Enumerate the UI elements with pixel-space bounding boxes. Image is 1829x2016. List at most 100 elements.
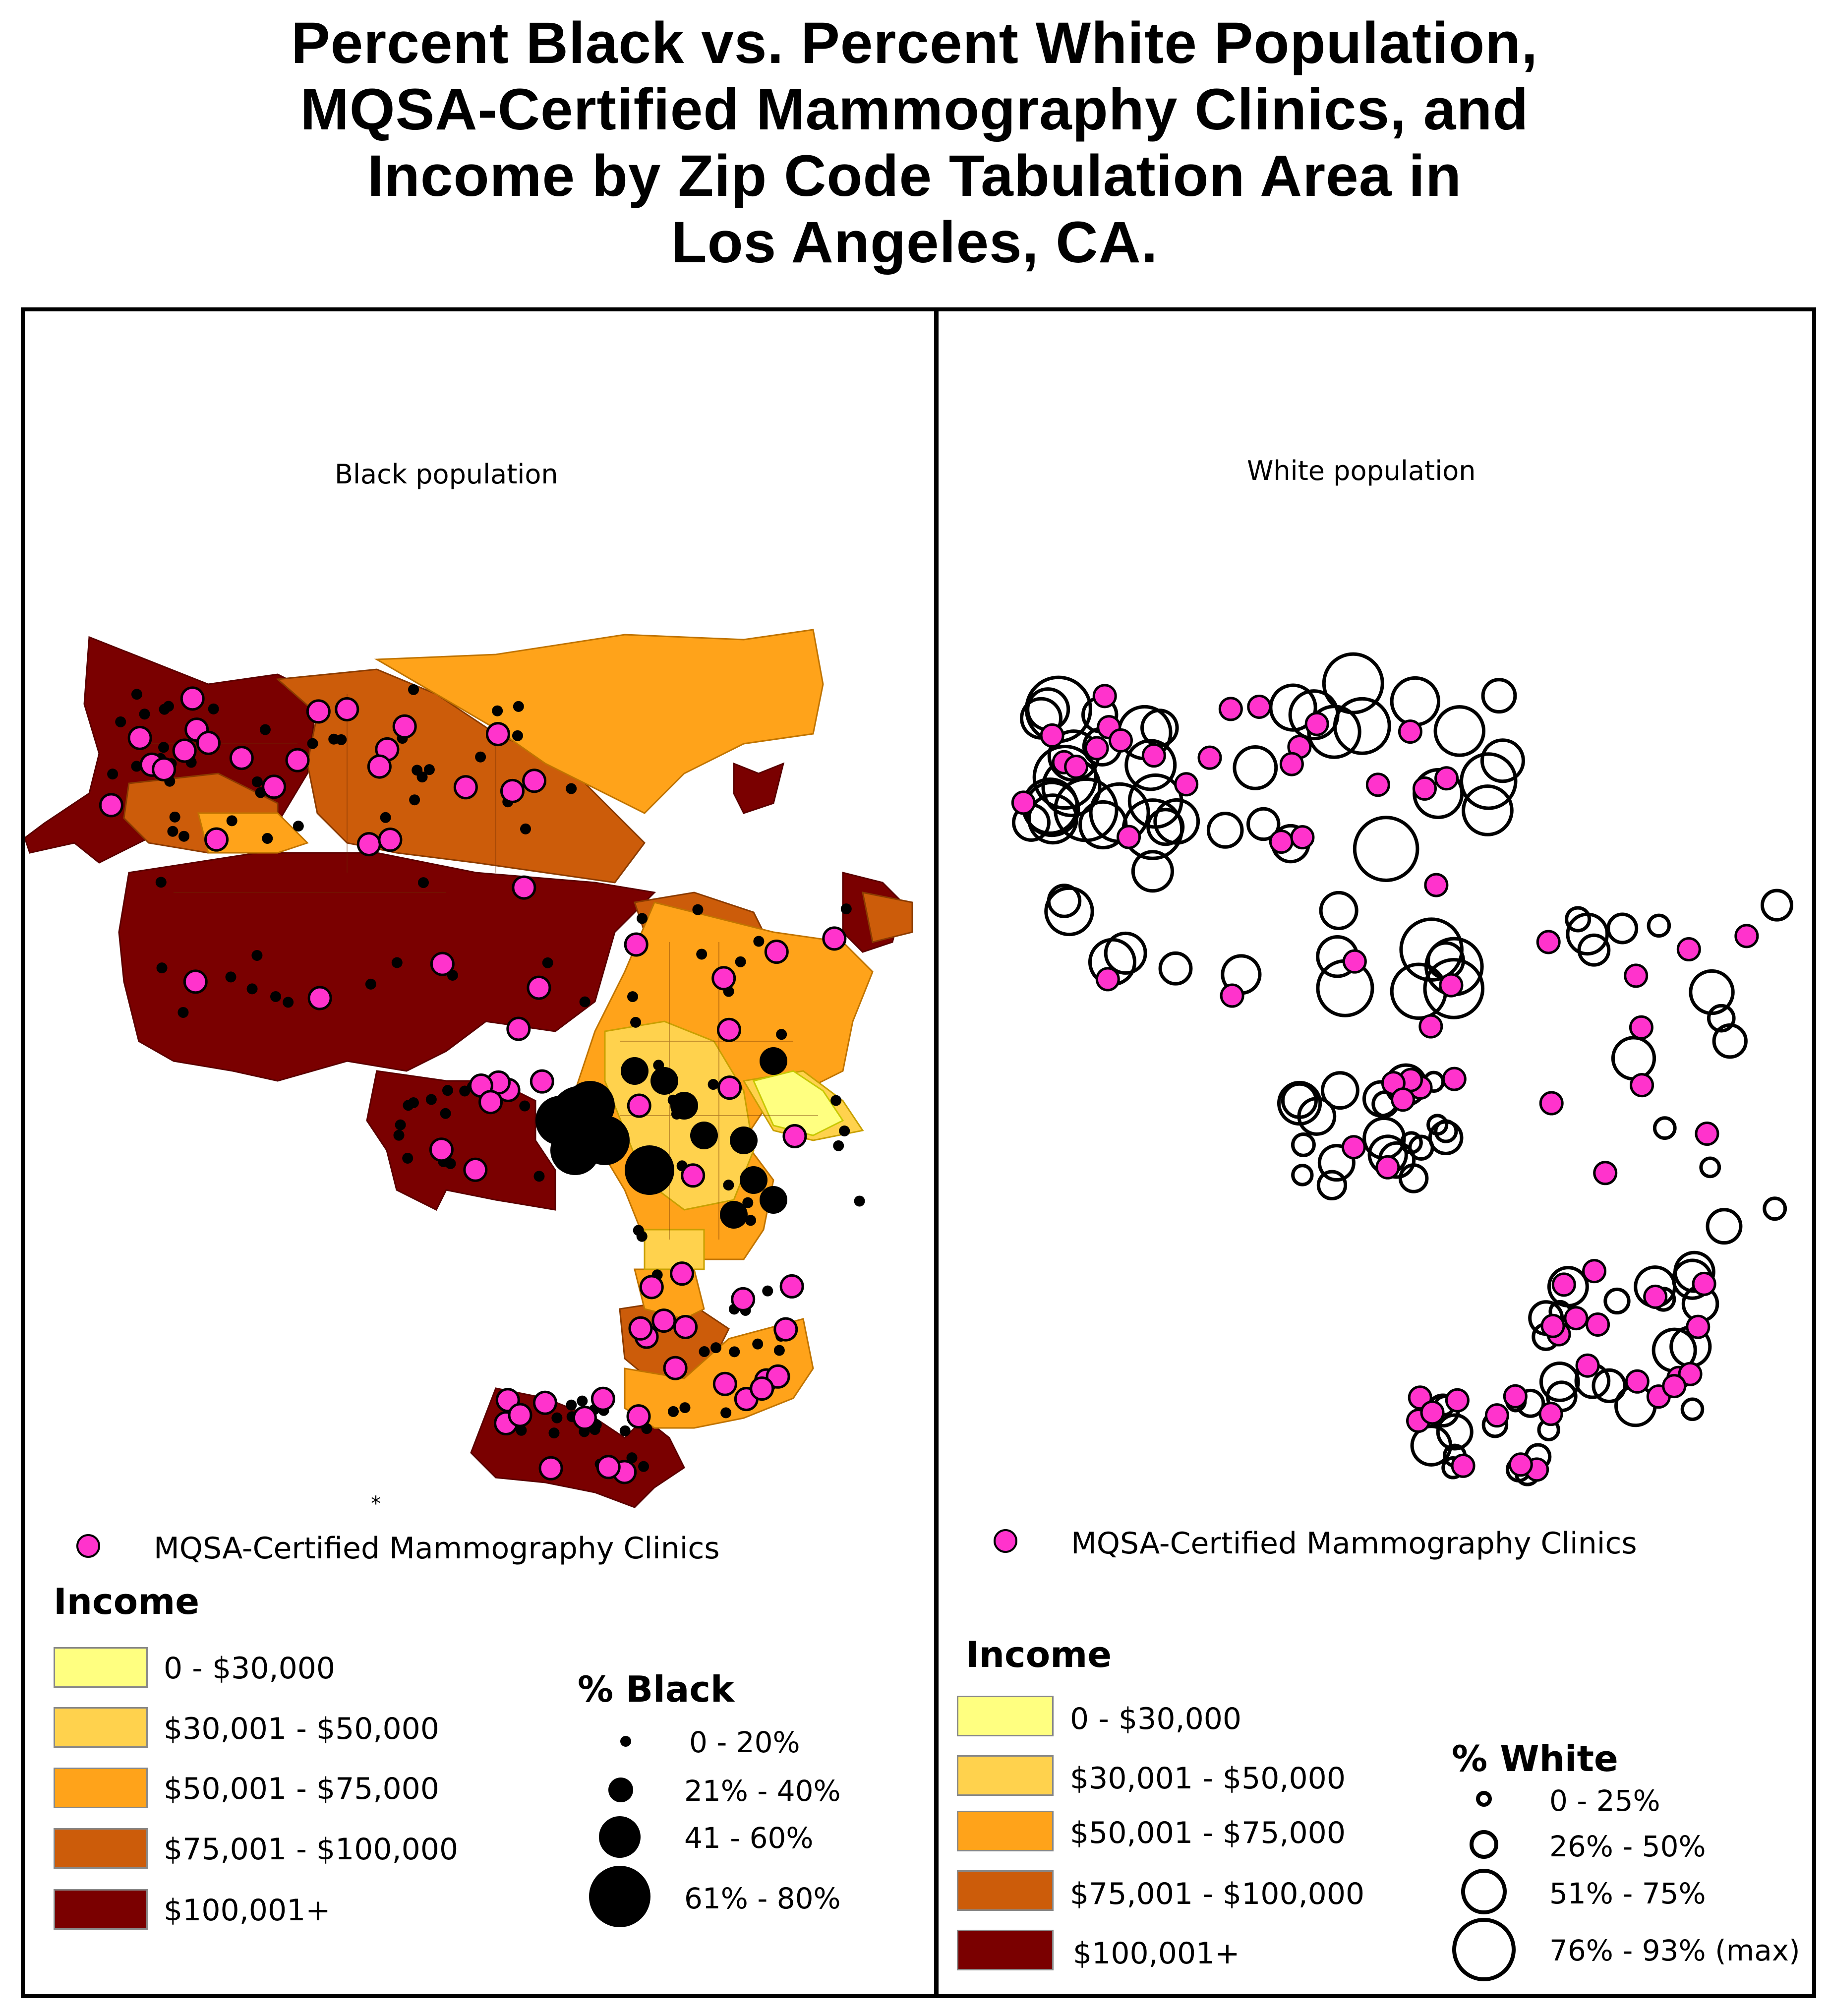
right-income-label-2: $50,001 - $75,000 bbox=[1070, 1816, 1346, 1850]
black-pct-dot bbox=[633, 1225, 644, 1236]
white-population-panel bbox=[935, 307, 1816, 1998]
clinic-marker bbox=[1418, 1014, 1443, 1039]
white-pct-circle bbox=[1712, 1023, 1748, 1059]
clinic-marker bbox=[651, 1308, 676, 1333]
black-pct-dot bbox=[412, 765, 423, 776]
clinic-marker bbox=[1092, 684, 1117, 709]
black-pct-dot bbox=[637, 913, 648, 924]
clinic-marker bbox=[1484, 1403, 1509, 1428]
clinic-marker bbox=[180, 686, 205, 711]
black-legend-0-20 bbox=[620, 1736, 631, 1747]
black-pct-dot bbox=[283, 997, 294, 1008]
black-pct-dot bbox=[459, 1085, 471, 1097]
white-pct-circle bbox=[1707, 1004, 1736, 1033]
clinic-marker bbox=[1564, 1306, 1589, 1331]
clinic-marker bbox=[1095, 967, 1120, 992]
clinic-marker bbox=[1174, 772, 1199, 797]
clinic-marker bbox=[1424, 873, 1449, 897]
clinic-marker bbox=[500, 778, 525, 803]
pct-black-heading: % Black bbox=[578, 1668, 734, 1710]
clinic-marker bbox=[1445, 1388, 1470, 1413]
black-legend-41-60 bbox=[599, 1816, 641, 1858]
left-income-label-2: $50,001 - $75,000 bbox=[164, 1772, 440, 1806]
black-pct-dot-medium bbox=[760, 1047, 787, 1075]
clinic-marker bbox=[172, 738, 197, 763]
clinic-marker bbox=[378, 828, 403, 852]
white-pct-circle bbox=[1592, 1368, 1627, 1404]
right-income-label-0: 0 - $30,000 bbox=[1070, 1702, 1242, 1736]
white-pct-circle bbox=[1577, 933, 1611, 967]
clinic-marker bbox=[285, 748, 310, 772]
white-legend-26-50 bbox=[1470, 1830, 1498, 1859]
black-pct-dot bbox=[158, 742, 170, 753]
clinic-marker bbox=[663, 1356, 688, 1380]
clinic-marker bbox=[639, 1275, 664, 1300]
white-pct-circle bbox=[1399, 917, 1464, 982]
black-pct-dot bbox=[408, 684, 419, 695]
clinic-marker bbox=[1218, 697, 1243, 721]
black-pct-dot bbox=[391, 957, 403, 968]
white-pct-circle bbox=[1353, 816, 1419, 882]
black-pct-dot bbox=[259, 724, 271, 735]
black-pct-dot-medium bbox=[690, 1122, 718, 1149]
black-pct-dot bbox=[619, 1425, 631, 1436]
clinic-marker bbox=[1375, 1155, 1400, 1180]
left-clinic-legend-label: MQSA-Certified Mammography Clinics bbox=[154, 1531, 720, 1566]
white-pct-circle bbox=[1124, 739, 1177, 791]
clinic-marker bbox=[527, 975, 551, 1000]
white-pct-circle bbox=[1320, 1071, 1359, 1110]
black-pct-dot bbox=[745, 1215, 757, 1226]
black-pct-dot bbox=[262, 832, 273, 844]
title-line-4: Los Angeles, CA. bbox=[671, 210, 1158, 275]
clinic-marker bbox=[716, 1017, 741, 1042]
black-pct-dot-medium bbox=[720, 1201, 748, 1229]
black-pct-dot bbox=[178, 830, 190, 842]
clinic-marker bbox=[711, 966, 736, 991]
white-pct-circle bbox=[1206, 812, 1244, 849]
black-pct-dot bbox=[839, 1125, 850, 1136]
white-pct-circle bbox=[1104, 931, 1147, 975]
black-pct-dot bbox=[442, 1085, 453, 1096]
black-pct-dot bbox=[638, 1461, 649, 1472]
black-pct-dot-medium bbox=[670, 1092, 698, 1120]
black-pct-dot bbox=[107, 769, 118, 780]
white-pct-circle bbox=[1603, 1287, 1631, 1315]
black-pct-dot bbox=[708, 1079, 719, 1090]
title-line-3: Income by Zip Code Tabulation Area in bbox=[367, 143, 1462, 209]
black-pct-dot-medium bbox=[650, 1067, 678, 1095]
clinic-marker bbox=[1117, 825, 1141, 849]
clinic-marker bbox=[1290, 825, 1315, 850]
left-income-swatch-2 bbox=[54, 1768, 148, 1808]
clinic-marker bbox=[712, 1371, 737, 1396]
white-pct-circle bbox=[1433, 705, 1486, 757]
right-clinic-legend-label: MQSA-Certified Mammography Clinics bbox=[1071, 1526, 1637, 1561]
region-upper-middle-5 bbox=[862, 891, 913, 943]
black-pct-dot bbox=[251, 776, 263, 787]
clinic-marker bbox=[335, 697, 359, 721]
black-pct-dot bbox=[696, 949, 708, 960]
black-pct-dot bbox=[692, 904, 704, 915]
white-legend-51-75 bbox=[1461, 1869, 1507, 1914]
white-pct-circle bbox=[1153, 798, 1200, 845]
clinic-marker bbox=[262, 774, 287, 799]
region-low-income bbox=[752, 1070, 844, 1136]
black-pct-dot bbox=[440, 1108, 451, 1119]
black-pct-dot bbox=[830, 1095, 842, 1106]
black-pct-dot bbox=[630, 1016, 642, 1028]
black-pct-dot bbox=[533, 1171, 545, 1182]
clinic-marker bbox=[627, 1093, 651, 1118]
clinic-marker bbox=[1398, 719, 1422, 744]
right-income-swatch-4 bbox=[957, 1930, 1054, 1970]
white-pct-circle bbox=[1291, 1132, 1316, 1157]
black-pct-dot bbox=[513, 701, 524, 712]
clinic-marker bbox=[183, 969, 208, 994]
white-pct-circle bbox=[1606, 912, 1639, 945]
white-pct-circle bbox=[1565, 906, 1592, 933]
clinic-marker bbox=[508, 1403, 532, 1427]
clinic-marker bbox=[1624, 963, 1649, 988]
title-line-2: MQSA-Certified Mammography Clinics, and bbox=[300, 77, 1529, 142]
white-pct-circle bbox=[1462, 784, 1514, 836]
clinic-marker bbox=[1141, 743, 1166, 768]
clinic-marker bbox=[1439, 973, 1464, 998]
